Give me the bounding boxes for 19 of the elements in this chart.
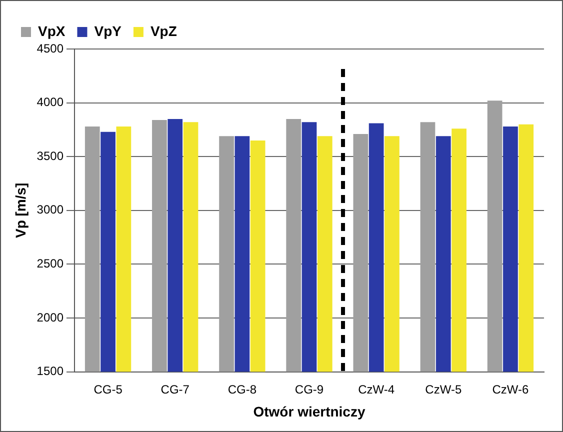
x-tick-label: CzW-6 [492, 382, 530, 396]
legend-label: VpY [94, 22, 122, 39]
x-tick-label: CG-9 [294, 382, 324, 396]
x-tick-label: CG-7 [160, 382, 190, 396]
legend-label: VpX [38, 22, 66, 39]
x-tick-label: CG-5 [94, 382, 123, 396]
y-tick-label: 4000 [36, 95, 64, 110]
y-tick-label: 2500 [36, 256, 64, 271]
x-axis-title: Otwór wiertniczy [253, 403, 366, 420]
y-tick-label: 1500 [36, 364, 64, 378]
x-tick-label: CzW-5 [425, 382, 462, 396]
y-tick-label: 3000 [36, 202, 64, 217]
y-axis-title: Vp [m/s] [12, 182, 28, 238]
y-tick-label: 2000 [36, 310, 64, 324]
legend-label: VpZ [150, 22, 178, 39]
x-tick-label: CG-8 [228, 382, 257, 396]
y-tick-label: 4500 [36, 41, 64, 56]
x-tick-label: CzW-4 [358, 382, 395, 396]
y-tick-label: 3500 [36, 148, 64, 163]
